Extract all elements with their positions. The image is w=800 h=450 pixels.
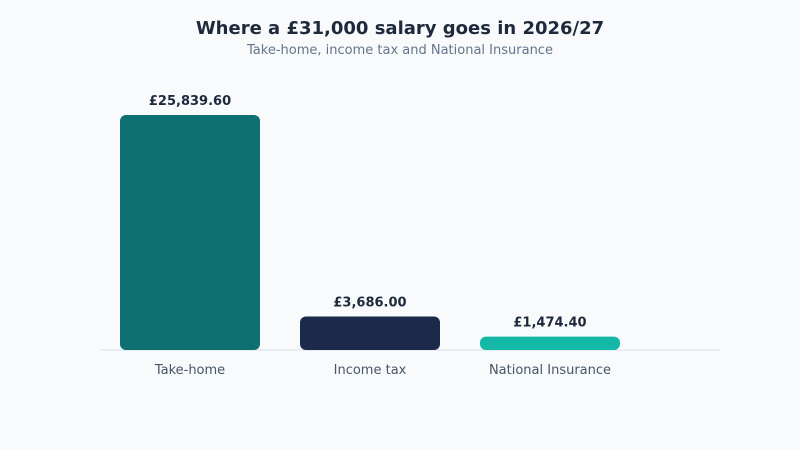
value-label-take-home: £25,839.60 — [149, 94, 231, 109]
chart-subtitle: Take-home, income tax and National Insur… — [247, 43, 553, 58]
value-label-income-tax: £3,686.00 — [333, 295, 406, 310]
category-label-national-insurance: National Insurance — [489, 363, 611, 378]
category-label-income-tax: Income tax — [334, 363, 407, 378]
bar-national-insurance — [480, 336, 620, 350]
category-label-take-home: Take-home — [154, 363, 225, 378]
value-label-national-insurance: £1,474.40 — [513, 316, 586, 331]
bar-take-home — [120, 115, 260, 350]
bar-income-tax — [300, 316, 440, 350]
chart-title: Where a £31,000 salary goes in 2026/27 — [195, 18, 605, 39]
bars-group: £25,839.60 Take-home £3,686.00 Income tax £1… — [120, 94, 620, 378]
